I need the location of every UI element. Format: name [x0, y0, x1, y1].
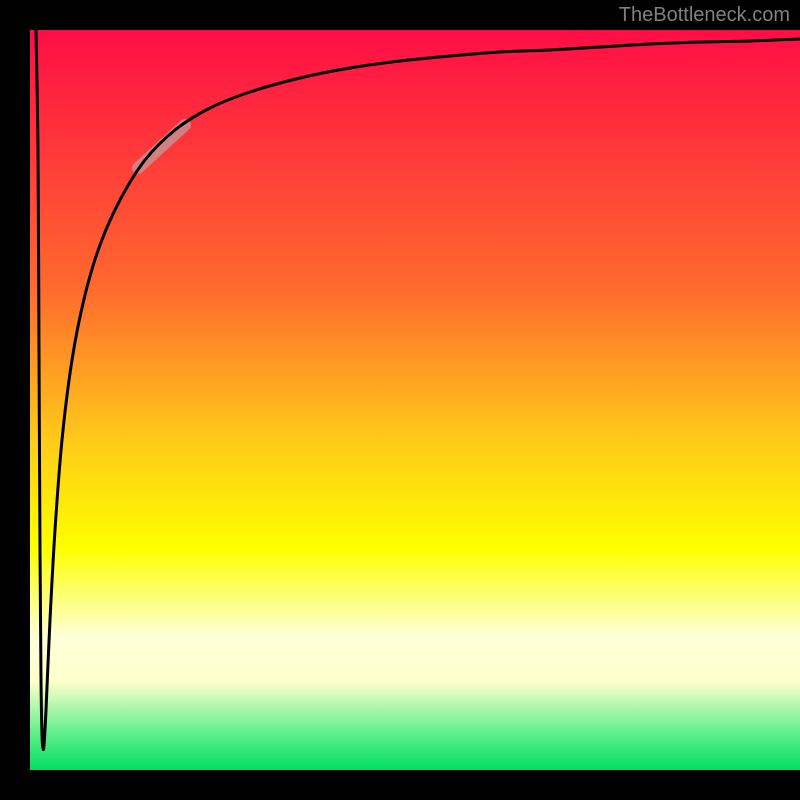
- chart-plot-area: [30, 30, 800, 770]
- chart-svg: [0, 0, 800, 800]
- bottleneck-chart: [0, 0, 800, 800]
- watermark-text: TheBottleneck.com: [619, 4, 790, 27]
